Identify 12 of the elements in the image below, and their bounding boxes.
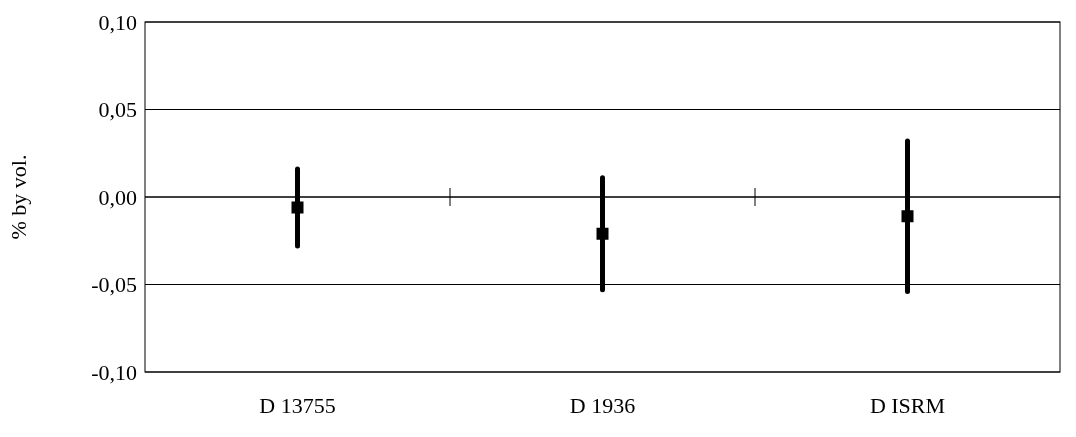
- point: [291, 201, 304, 214]
- y-axis-title: % by vol.: [6, 154, 31, 240]
- x-tick-label: D 1936: [569, 392, 636, 418]
- x-tick-label: D ISRM: [869, 392, 946, 418]
- x-tick-label: D 13755: [259, 392, 336, 418]
- point: [596, 227, 609, 240]
- y-tick-label: -0,05: [91, 272, 137, 298]
- y-tick-label: 0,10: [98, 9, 137, 35]
- y-tick-label: 0,05: [98, 97, 137, 123]
- point: [901, 210, 914, 223]
- y-tick-label: 0,00: [98, 184, 137, 210]
- y-tick-label: -0,10: [91, 359, 137, 385]
